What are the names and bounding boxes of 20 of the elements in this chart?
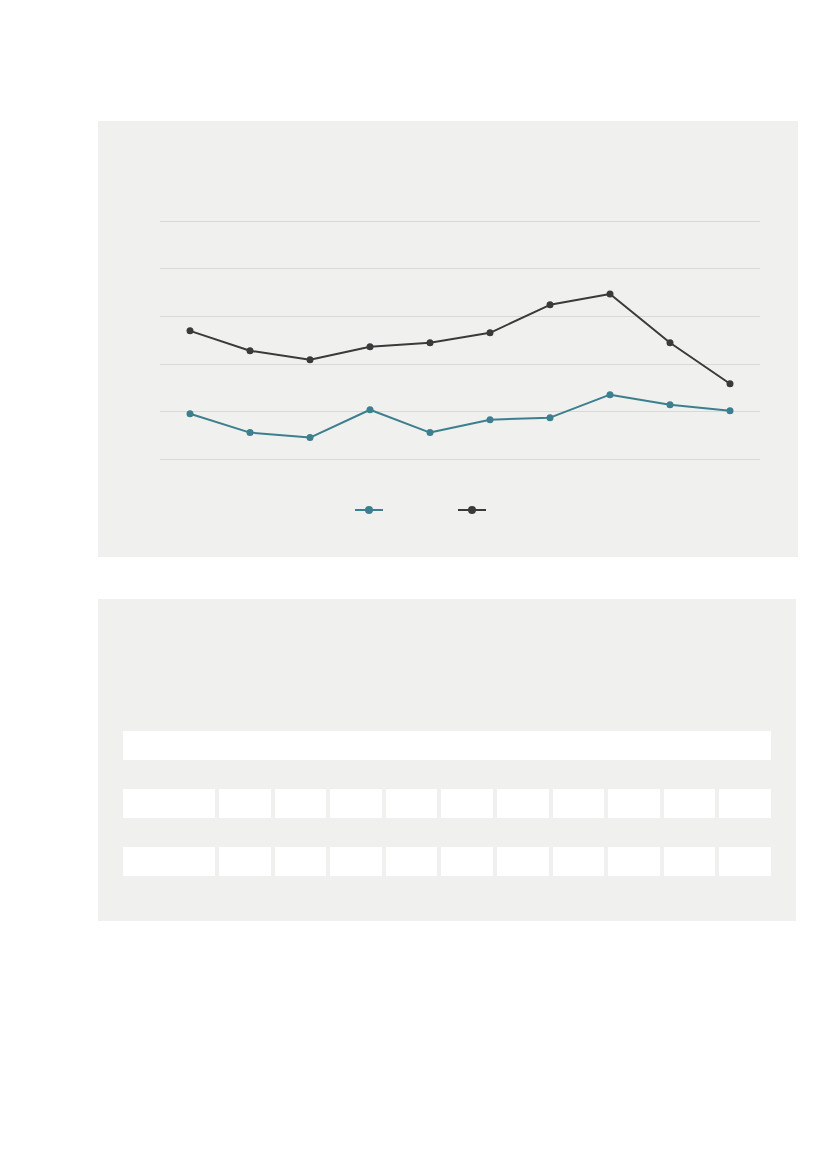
point (426, 429, 434, 437)
point (606, 290, 614, 298)
point (246, 347, 254, 355)
point (546, 301, 554, 309)
point (366, 406, 374, 414)
point (186, 410, 194, 418)
point (306, 356, 314, 364)
point (486, 416, 494, 424)
point (366, 343, 374, 351)
point (726, 407, 734, 415)
point (306, 434, 314, 442)
point (666, 339, 674, 347)
point (186, 327, 194, 335)
point (546, 414, 554, 422)
point (726, 380, 734, 388)
point (666, 401, 674, 409)
point (606, 391, 614, 399)
point (246, 429, 254, 437)
point (486, 329, 494, 337)
point (426, 339, 434, 347)
